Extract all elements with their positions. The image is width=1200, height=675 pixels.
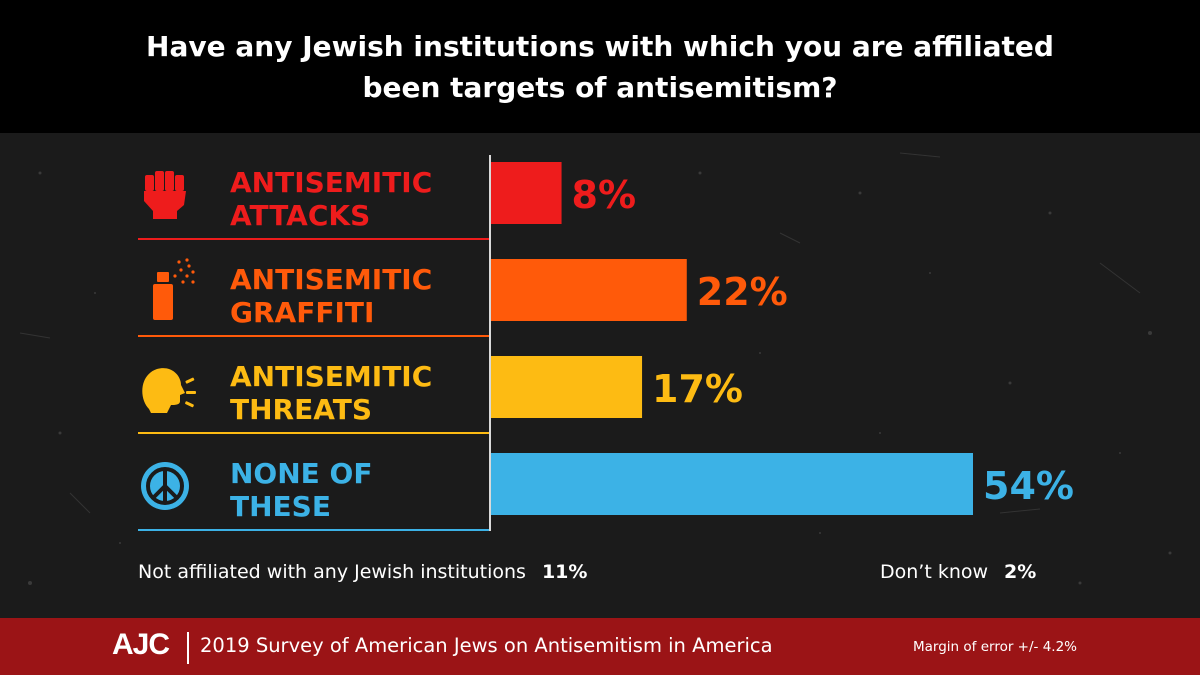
shouting-head-icon [142,368,196,413]
margin-of-error: Margin of error +/- 4.2% [913,639,1077,655]
footer-divider [187,632,189,664]
dont-know-label: Don’t know [880,561,989,583]
category-label-line1: ANTISEMITIC [230,166,432,199]
dont-know-value: 2% [1004,561,1037,583]
category-label-line2: THREATS [230,393,372,426]
not-affiliated-note: Not affiliated with any Jewish instituti… [138,561,587,583]
chart-title: Have any Jewish institutions with which … [146,29,1054,104]
spray-can-icon [153,258,195,320]
bar [490,162,562,224]
value-label: 22% [697,270,788,314]
raised-fist-icon [144,171,186,219]
footer-bar: AJC 2019 Survey of American Jews on Anti… [0,618,1200,675]
not-affiliated-value: 11% [541,561,588,583]
not-affiliated-label: Not affiliated with any Jewish instituti… [138,561,526,583]
grunge-texture [19,152,1172,585]
peace-sign-icon [139,460,191,512]
header-bar: Have any Jewish institutions with which … [0,0,1200,133]
bar [490,453,973,515]
category-label-line1: ANTISEMITIC [230,263,432,296]
category-label-line1: ANTISEMITIC [230,360,432,393]
value-label: 17% [652,367,743,411]
survey-title: 2019 Survey of American Jews on Antisemi… [200,634,773,657]
value-label: 54% [983,464,1074,508]
dont-know-note: Don’t know 2% [880,561,1036,583]
category-label-line2: THESE [230,490,331,523]
category-label-line1: NONE OF [230,457,372,490]
bar [490,259,687,321]
ajc-logo: AJC [112,628,170,661]
bar [490,356,643,418]
value-label: 8% [572,173,637,217]
category-label-line2: GRAFFITI [230,296,374,329]
category-label-line2: ATTACKS [230,199,370,232]
